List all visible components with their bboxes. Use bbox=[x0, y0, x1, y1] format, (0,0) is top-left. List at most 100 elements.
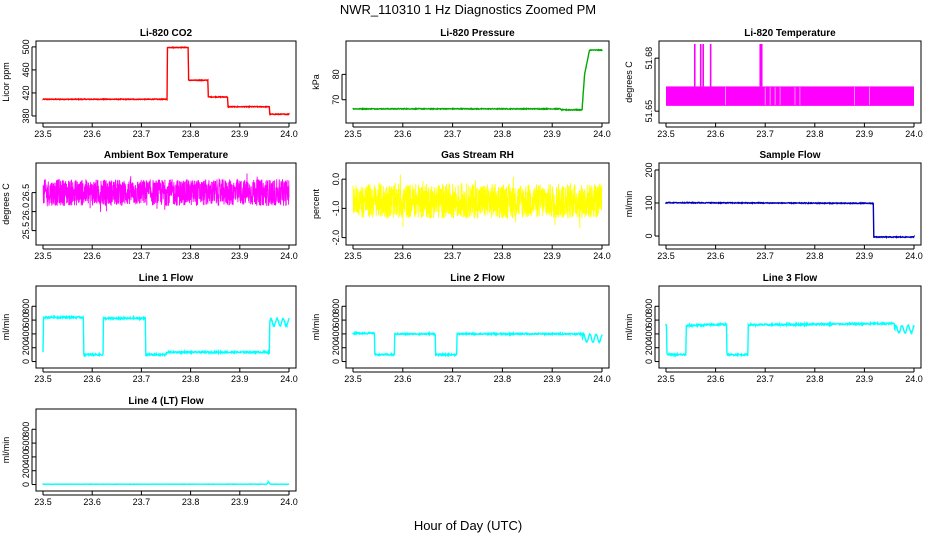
chart-panel-8: Line 2 Flow ml/min 23.5 23.6 23.7 23.8 23.9 24.… bbox=[311, 273, 611, 384]
series-line-1 bbox=[42, 479, 290, 486]
x-tick-label: 23.8 bbox=[182, 129, 200, 139]
x-tick-label: 23.6 bbox=[83, 497, 101, 507]
series-line-1 bbox=[665, 201, 915, 239]
y-tick-label: 200 bbox=[644, 162, 654, 177]
x-tick-label: 23.8 bbox=[182, 251, 200, 261]
panel-title: Line 3 Flow bbox=[763, 273, 818, 284]
series-noise-line bbox=[42, 173, 290, 212]
x-tick-label: 23.5 bbox=[657, 129, 675, 139]
x-tick-label: 23.5 bbox=[34, 129, 52, 139]
x-tick-label: 23.9 bbox=[231, 497, 249, 507]
x-tick-label: 23.9 bbox=[231, 251, 249, 261]
y-tick-label: 200 bbox=[644, 340, 654, 355]
plot-frame bbox=[35, 408, 297, 492]
y-tick-label: 0 bbox=[21, 482, 31, 487]
y-tick-label: 26.0 bbox=[21, 203, 31, 221]
panel-title: Gas Stream RH bbox=[441, 150, 514, 161]
y-tick-label: 800 bbox=[21, 299, 31, 314]
y-tick-label: 600 bbox=[644, 313, 654, 328]
x-tick-label: 23.7 bbox=[133, 497, 151, 507]
panel-title: Line 4 (LT) Flow bbox=[128, 396, 204, 407]
x-tick-label: 23.9 bbox=[856, 251, 874, 261]
series-noise-line bbox=[352, 174, 603, 228]
plot-frame bbox=[35, 40, 297, 124]
y-tick-label: 70 bbox=[331, 95, 341, 105]
y-tick-label: 0 bbox=[644, 359, 654, 364]
y-tick-label: 800 bbox=[331, 299, 341, 314]
x-tick-label: 23.8 bbox=[806, 129, 824, 139]
x-tick-label: 23.8 bbox=[806, 374, 824, 384]
x-tick-label: 23.9 bbox=[543, 251, 561, 261]
y-axis-label: ml/min bbox=[311, 314, 321, 341]
y-tick-label: 600 bbox=[21, 436, 31, 451]
panel-title: Li-820 Temperature bbox=[744, 28, 836, 39]
y-tick-label: 400 bbox=[331, 326, 341, 341]
plot-frame bbox=[658, 40, 922, 124]
y-tick-label: 51.68 bbox=[644, 47, 654, 70]
chart-panel-2: Li-820 Pressure kPa 23.5 23.6 23.7 23.8 23.9 24… bbox=[311, 28, 611, 139]
series-line-1 bbox=[42, 45, 290, 116]
x-tick-label: 23.7 bbox=[444, 374, 462, 384]
plot-frame bbox=[345, 162, 610, 246]
y-axis-label: degrees C bbox=[624, 61, 634, 103]
y-tick-label: 400 bbox=[644, 326, 654, 341]
x-tick-label: 23.5 bbox=[344, 129, 362, 139]
y-tick-label: 800 bbox=[644, 299, 654, 314]
y-tick-label: 380 bbox=[21, 108, 31, 123]
x-tick-label: 23.6 bbox=[83, 129, 101, 139]
x-tick-label: 24.0 bbox=[593, 374, 611, 384]
y-tick-label: 500 bbox=[21, 39, 31, 54]
y-tick-label: 460 bbox=[21, 62, 31, 77]
x-tick-label: 24.0 bbox=[280, 374, 298, 384]
x-tick-label: 23.8 bbox=[494, 129, 512, 139]
x-tick-label: 23.8 bbox=[806, 251, 824, 261]
x-tick-label: 24.0 bbox=[905, 129, 923, 139]
y-tick-label: 420 bbox=[21, 85, 31, 100]
x-tick-label: 23.7 bbox=[756, 374, 774, 384]
plot-frame bbox=[345, 285, 610, 369]
plot-frame bbox=[35, 162, 297, 246]
x-tick-label: 23.6 bbox=[394, 129, 412, 139]
y-tick-label: 200 bbox=[331, 340, 341, 355]
y-axis-label: Licor ppm bbox=[1, 62, 11, 102]
x-tick-label: 23.6 bbox=[394, 251, 412, 261]
x-tick-label: 23.5 bbox=[344, 374, 362, 384]
chart-panel-5: Gas Stream RH percent 23.5 23.6 23.7 23.8 23.9… bbox=[311, 150, 611, 261]
y-tick-label: 200 bbox=[21, 340, 31, 355]
x-tick-label: 24.0 bbox=[905, 374, 923, 384]
x-tick-label: 23.9 bbox=[231, 374, 249, 384]
x-tick-label: 23.6 bbox=[707, 251, 725, 261]
y-tick-label: 26.5 bbox=[21, 184, 31, 202]
x-tick-label: 23.9 bbox=[231, 129, 249, 139]
x-tick-label: 23.8 bbox=[182, 497, 200, 507]
x-tick-label: 23.7 bbox=[133, 251, 151, 261]
y-axis-label: ml/min bbox=[624, 314, 634, 341]
plot-frame bbox=[658, 285, 922, 369]
x-tick-label: 23.8 bbox=[494, 251, 512, 261]
x-tick-label: 24.0 bbox=[593, 251, 611, 261]
y-tick-label: 0 bbox=[644, 234, 654, 239]
y-axis-label: ml/min bbox=[624, 191, 634, 218]
panel-title: Sample Flow bbox=[759, 150, 820, 161]
x-tick-label: 24.0 bbox=[280, 497, 298, 507]
x-tick-label: 23.7 bbox=[444, 129, 462, 139]
chart-panel-1: Li-820 CO2 Licor ppm 23.5 23.6 23.7 23.8 23.9 2… bbox=[1, 28, 298, 139]
y-tick-label: 600 bbox=[331, 313, 341, 328]
x-tick-label: 23.7 bbox=[133, 129, 151, 139]
y-tick-label: 0 bbox=[21, 359, 31, 364]
series-line-1 bbox=[352, 330, 603, 358]
y-tick-label: 400 bbox=[21, 449, 31, 464]
x-tick-label: 23.5 bbox=[34, 374, 52, 384]
x-tick-label: 23.9 bbox=[856, 129, 874, 139]
x-tick-label: 24.0 bbox=[593, 129, 611, 139]
series-band bbox=[666, 86, 914, 106]
y-tick-label: 400 bbox=[21, 326, 31, 341]
y-tick-label: 600 bbox=[21, 313, 31, 328]
chart-panel-10: Line 4 (LT) Flow ml/min 23.5 23.6 23.7 23.8 23… bbox=[1, 396, 298, 507]
y-axis-label: ml/min bbox=[1, 437, 11, 464]
x-tick-label: 23.6 bbox=[394, 374, 412, 384]
figure-title: NWR_110310 1 Hz Diagnostics Zoomed PM bbox=[339, 2, 597, 17]
y-tick-label: 80 bbox=[331, 69, 341, 79]
x-tick-label: 24.0 bbox=[905, 251, 923, 261]
x-tick-label: 23.6 bbox=[83, 251, 101, 261]
